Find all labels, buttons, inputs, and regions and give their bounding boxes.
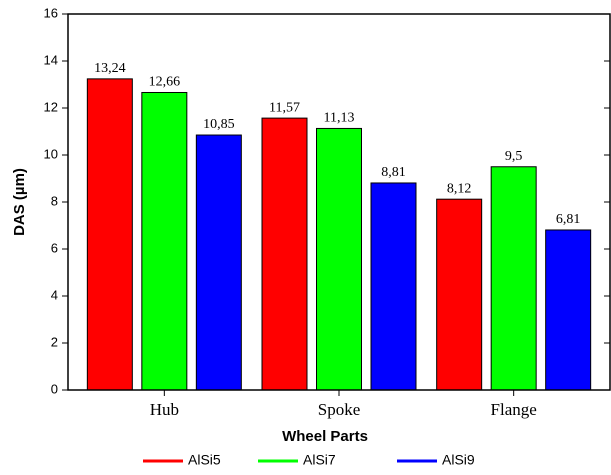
bar [370, 182, 417, 391]
y-tick-label: 6 [51, 240, 58, 255]
y-tick-label: 16 [44, 5, 58, 20]
y-tick-label: 10 [44, 146, 58, 161]
y-tick-label: 4 [51, 287, 58, 302]
bar [141, 91, 188, 391]
value-label: 11,13 [324, 111, 355, 126]
bar [545, 229, 592, 391]
y-tick-label: 12 [44, 99, 58, 114]
bar [261, 117, 308, 391]
y-tick-label: 14 [44, 52, 58, 67]
bar [195, 134, 242, 391]
value-label: 12,66 [149, 75, 181, 90]
value-label: 8,81 [381, 165, 406, 180]
x-tick-label: Flange [491, 400, 537, 419]
x-tick-label: Spoke [318, 400, 361, 419]
value-label: 9,5 [505, 149, 523, 164]
bar [86, 78, 133, 391]
value-label: 6,81 [556, 212, 581, 227]
legend-label: AlSi5 [188, 452, 221, 468]
value-label: 8,12 [447, 181, 472, 196]
bar [490, 166, 537, 391]
x-tick-label: Hub [150, 400, 179, 419]
legend-label: AlSi7 [303, 452, 336, 468]
y-tick-label: 2 [51, 334, 58, 349]
value-label: 10,85 [203, 117, 235, 132]
plot-frame [67, 13, 611, 391]
y-tick-label: 8 [51, 193, 58, 208]
bar [436, 198, 483, 391]
y-axis-label: DAS (µm) [11, 168, 28, 236]
x-axis-label: Wheel Parts [282, 428, 368, 445]
y-tick-label: 0 [51, 381, 58, 396]
legend-label: AlSi9 [442, 452, 475, 468]
bar [316, 127, 362, 391]
value-label: 11,57 [269, 100, 300, 115]
value-label: 13,24 [94, 61, 126, 76]
